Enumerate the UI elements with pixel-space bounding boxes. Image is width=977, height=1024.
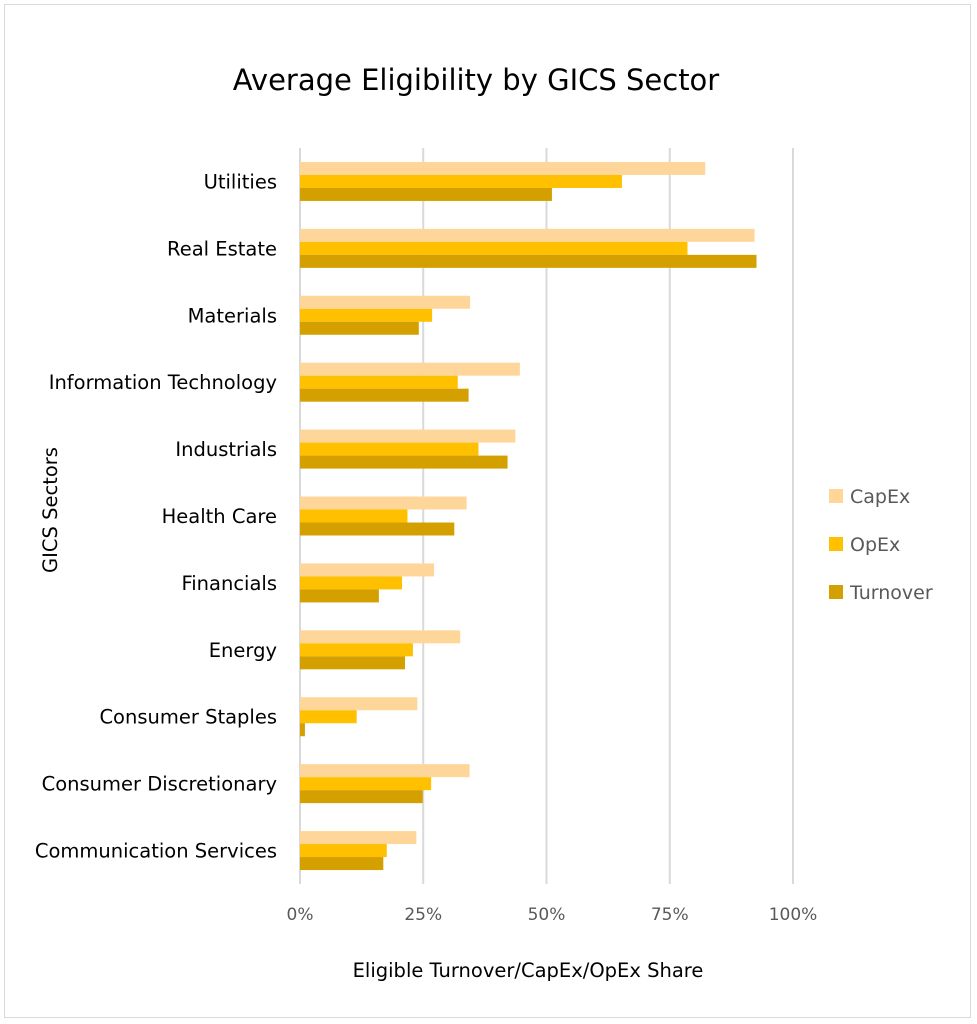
x-tick-label: 25% [404,905,442,925]
bar-turnover [300,589,379,603]
bar-capex [300,563,435,577]
bar-opex [300,442,479,456]
bar-turnover [300,187,552,201]
category-label: Utilities [204,170,277,193]
category-label: Consumer Discretionary [42,773,277,796]
y-axis-title: GICS Sectors [39,447,62,573]
legend-swatch [829,537,843,551]
bar-capex [300,295,471,309]
bar-opex [300,375,458,389]
chart-title: Average Eligibility by GICS Sector [233,63,720,97]
category-label: Real Estate [167,237,277,260]
bars [300,161,757,871]
x-tick-labels: 0% 25% 50% 75% 100% [287,905,818,925]
bar-turnover [300,321,419,335]
legend: CapEx OpEx Turnover [829,486,933,604]
bar-opex [300,308,433,322]
category-labels: Utilities Real Estate Materials Information… [35,170,277,862]
bar-turnover [300,455,508,469]
bar-opex [300,844,387,858]
bar-opex [300,643,413,657]
bar-turnover [300,790,423,804]
legend-swatch [829,489,843,503]
category-label: Materials [188,304,277,327]
x-tick-label: 50% [528,905,566,925]
bar-capex [300,228,755,242]
legend-label: OpEx [850,534,900,556]
bar-capex [300,630,461,644]
bar-capex [300,161,706,175]
bar-opex [300,174,622,188]
bar-capex [300,496,467,510]
legend-label: Turnover [849,582,933,604]
bar-opex [300,241,688,255]
bar-capex [300,831,417,845]
category-label: Information Technology [49,371,277,394]
bar-turnover [300,522,455,536]
bar-turnover [300,388,469,402]
bar-opex [300,576,403,590]
legend-label: CapEx [850,486,910,508]
x-tick-label: 0% [287,905,314,925]
category-label: Consumer Staples [99,706,277,729]
bar-opex [300,777,432,791]
bar-turnover [300,723,305,737]
category-label: Health Care [162,505,277,528]
bar-opex [300,710,357,724]
category-label: Industrials [175,438,277,461]
bar-turnover [300,254,757,268]
bar-capex [300,362,520,376]
bar-capex [300,697,418,711]
category-label: Communication Services [35,840,277,863]
bar-capex [300,764,470,778]
x-axis-title: Eligible Turnover/CapEx/OpEx Share [353,959,704,982]
x-tick-label: 100% [769,905,818,925]
x-tick-label: 75% [651,905,689,925]
legend-swatch [829,585,843,599]
bar-turnover [300,656,406,670]
bar-turnover [300,857,384,871]
bar-opex [300,509,408,523]
bar-capex [300,429,516,443]
category-label: Energy [209,639,277,662]
category-label: Financials [181,572,277,595]
